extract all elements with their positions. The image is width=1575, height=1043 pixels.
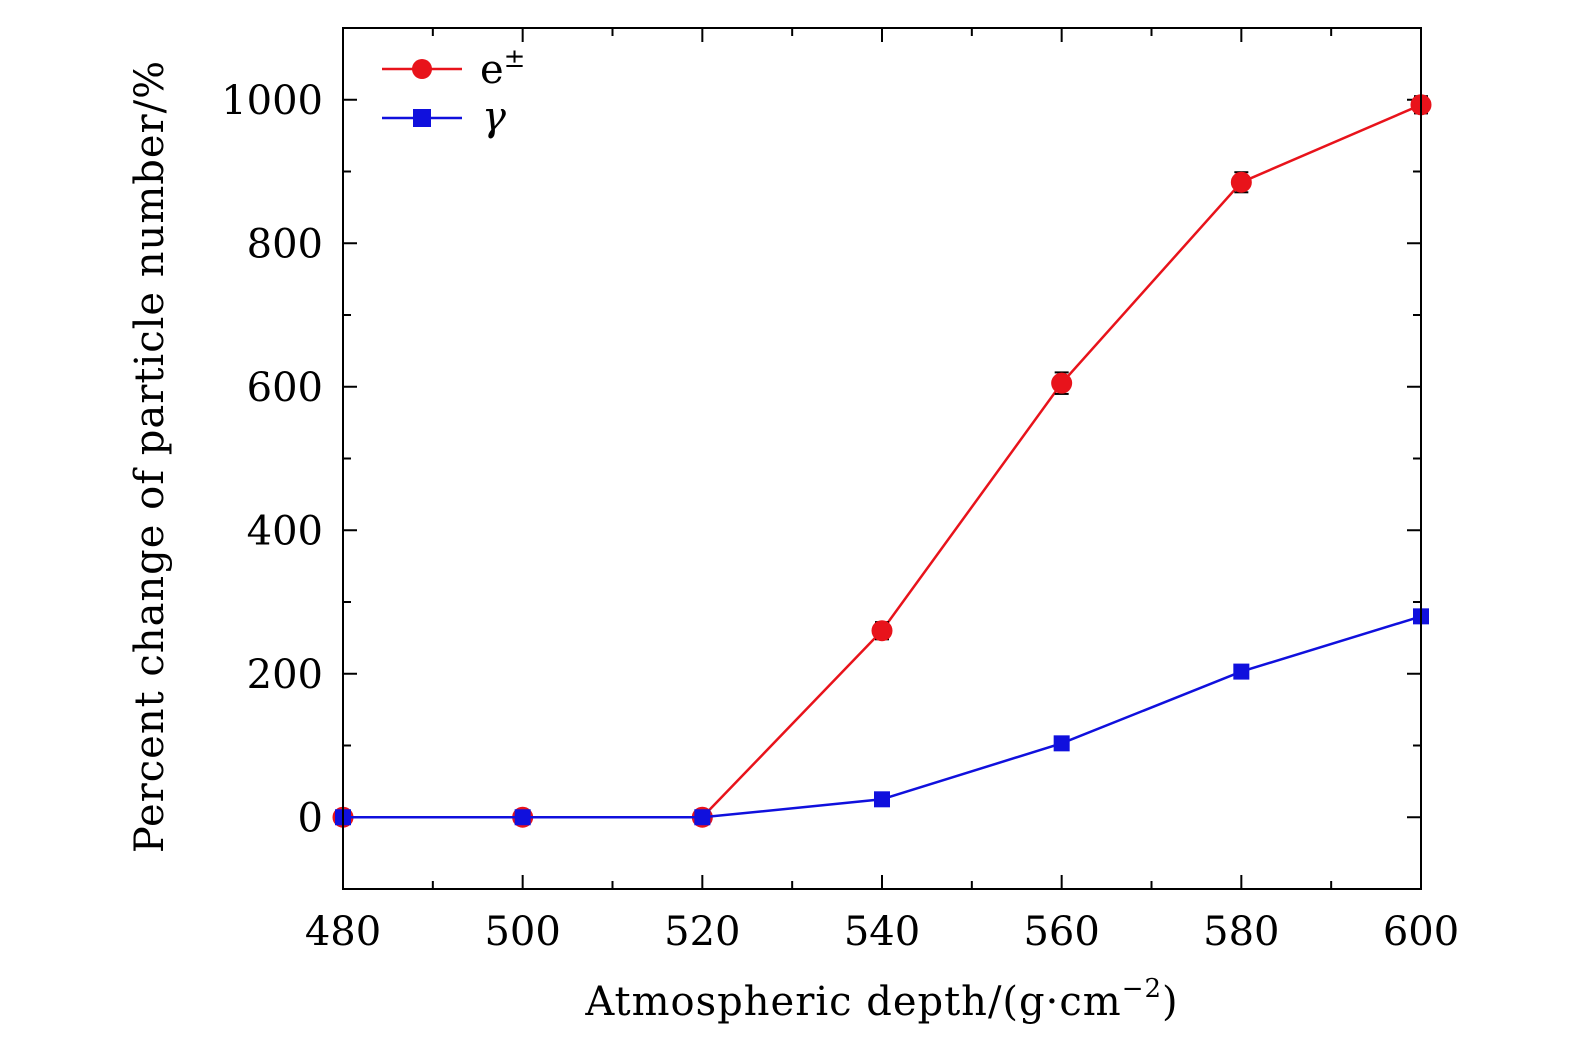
x-axis-title-exponent: −2	[1122, 974, 1162, 1004]
x-tick-label: 520	[664, 909, 740, 955]
legend: e± γ	[382, 44, 525, 140]
axis-ticks	[342, 27, 1422, 890]
y-tick-label: 400	[247, 508, 323, 554]
x-axis-title-main: Atmospheric depth/(g·cm	[584, 979, 1121, 1025]
y-axis-title: Percent change of particle number/%	[127, 60, 173, 853]
data-point	[1233, 663, 1250, 680]
legend-label-pm: ±	[504, 44, 526, 74]
y-tick-label: 0	[298, 795, 323, 841]
data-point	[1051, 372, 1073, 394]
series-line	[343, 103, 1422, 819]
legend-label-e-pm: e±	[480, 44, 525, 93]
x-axis-title: Atmospheric depth/(g·cm−2)	[584, 974, 1178, 1025]
data-point	[871, 620, 893, 642]
data-point	[1230, 171, 1252, 193]
y-tick-label: 1000	[221, 78, 323, 124]
plot-frame	[342, 27, 1422, 890]
data-point	[1053, 735, 1070, 752]
plot-area	[332, 94, 1432, 828]
series-e-pm	[332, 94, 1432, 828]
legend-label-gamma: γ	[482, 94, 506, 140]
series-line	[343, 615, 1422, 819]
x-tick-label: 560	[1023, 909, 1099, 955]
data-point	[694, 809, 711, 826]
legend-item-e-pm: e±	[382, 44, 525, 93]
tick-labels: 480 500 520 540 560 580 600 0 200 400 600 800 1000	[221, 78, 1459, 955]
series-gamma	[335, 608, 1429, 826]
x-tick-label: 500	[484, 909, 560, 955]
legend-item-gamma: γ	[382, 94, 506, 140]
x-tick-label: 480	[305, 909, 381, 955]
legend-label-e: e	[480, 47, 504, 93]
x-tick-label: 600	[1383, 909, 1459, 955]
x-tick-label: 580	[1203, 909, 1279, 955]
y-tick-label: 600	[247, 365, 323, 411]
y-tick-label: 200	[247, 652, 323, 698]
x-axis-title-close: )	[1162, 979, 1179, 1025]
data-point	[514, 809, 531, 826]
x-tick-label: 540	[844, 909, 920, 955]
legend-marker-gamma	[413, 109, 431, 127]
y-tick-label: 800	[247, 221, 323, 267]
data-point	[874, 791, 890, 808]
legend-marker-e-pm	[412, 59, 432, 79]
